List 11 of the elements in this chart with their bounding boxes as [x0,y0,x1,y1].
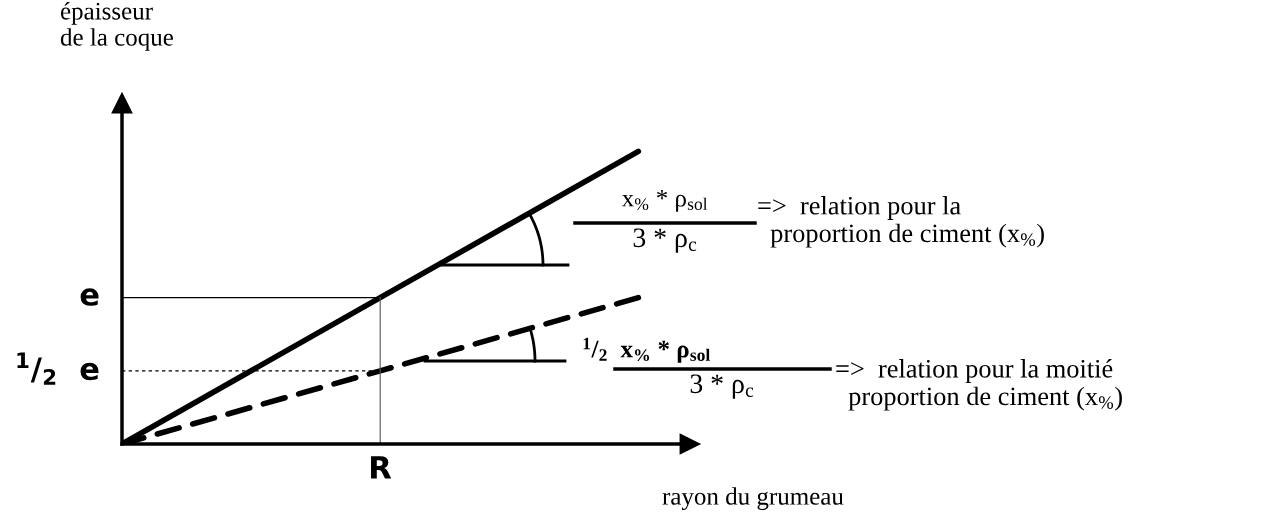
annotation: 3 * ρ$_{c}$ [633,228,697,253]
text: R [371,456,392,479]
x-axis-title: rayon du grumeau [662,487,844,510]
annotation: $^{1}$/$_{2}$ x$_{%}$ * ρ$_{sol}$ [583,337,710,363]
text: $^{1}$/$_{2}$ e [17,352,99,385]
text: => relation pour la moitié proportion de ciment (x$_{%}$) [836,359,1122,411]
text: e [80,288,99,306]
text: épaisseur de la coque [60,2,173,51]
annotation: x$_{%}$ * ρ$_{sol}$ [621,190,708,212]
text: => relation pour la proportion de ciment (x$_{%}$) [758,196,1044,248]
text: 3 * ρ$_{c}$ [690,374,754,399]
